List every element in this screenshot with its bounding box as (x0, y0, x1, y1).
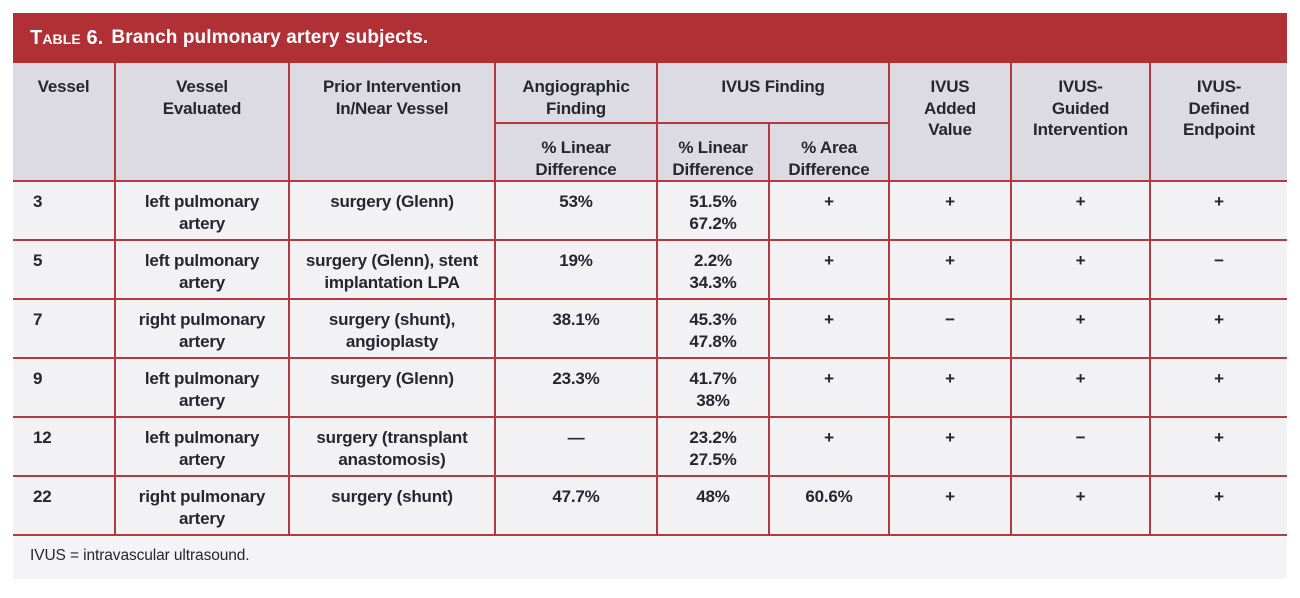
cell-ivus-linear: 23.2% 27.5% (656, 416, 770, 477)
cell-ivus-endpoint: + (1149, 298, 1287, 359)
cell-vessel: 22 (13, 475, 116, 536)
cell-ivus-guided: + (1010, 180, 1151, 241)
cell-ivus-added-value: + (888, 475, 1012, 536)
table-6-card: Table 6. Branch pulmonary artery subject… (13, 13, 1287, 579)
cell-ivus-area: + (768, 298, 890, 359)
subheader-ivus-linear-difference: % Linear Difference (656, 122, 770, 182)
cell-vessel-evaluated: left pulmonary artery (114, 357, 290, 418)
table-footnote: IVUS = intravascular ultrasound. (13, 536, 1287, 579)
cell-ivus-linear: 45.3% 47.8% (656, 298, 770, 359)
cell-ivus-added-value: + (888, 416, 1012, 477)
header-prior-intervention: Prior Intervention In/Near Vessel (288, 63, 496, 182)
cell-vessel-evaluated: left pulmonary artery (114, 239, 290, 300)
cell-vessel: 7 (13, 298, 116, 359)
table-number: Table 6. (30, 26, 104, 49)
cell-ivus-guided: + (1010, 239, 1151, 300)
table-row-vessel-3: 3 left pulmonary artery surgery (Glenn) … (13, 180, 1287, 241)
cell-angiographic-linear: 47.7% (494, 475, 658, 536)
cell-angiographic-linear: 19% (494, 239, 658, 300)
cell-angiographic-linear: 23.3% (494, 357, 658, 418)
cell-vessel-evaluated: right pulmonary artery (114, 475, 290, 536)
cell-angiographic-linear: 53% (494, 180, 658, 241)
cell-angiographic-linear: — (494, 416, 658, 477)
cell-prior-intervention: surgery (Glenn) (288, 357, 496, 418)
header-vessel: Vessel (13, 63, 116, 182)
cell-ivus-endpoint: + (1149, 180, 1287, 241)
header-ivus-finding: IVUS Finding (656, 63, 890, 124)
cell-ivus-guided: + (1010, 475, 1151, 536)
cell-vessel: 9 (13, 357, 116, 418)
cell-ivus-endpoint: − (1149, 239, 1287, 300)
cell-ivus-endpoint: + (1149, 357, 1287, 418)
cell-ivus-area: + (768, 239, 890, 300)
table-row-vessel-5: 5 left pulmonary artery surgery (Glenn),… (13, 239, 1287, 300)
cell-ivus-guided: − (1010, 416, 1151, 477)
header-ivus-defined-endpoint: IVUS- Defined Endpoint (1149, 63, 1287, 182)
cell-ivus-linear: 41.7% 38% (656, 357, 770, 418)
cell-prior-intervention: surgery (Glenn) (288, 180, 496, 241)
cell-ivus-added-value: + (888, 180, 1012, 241)
cell-ivus-linear: 2.2% 34.3% (656, 239, 770, 300)
table-caption: Branch pulmonary artery subjects. (111, 27, 429, 48)
header-vessel-evaluated: Vessel Evaluated (114, 63, 290, 182)
cell-ivus-area: + (768, 357, 890, 418)
table-row-vessel-7: 7 right pulmonary artery surgery (shunt)… (13, 298, 1287, 359)
header-ivus-guided-intervention: IVUS- Guided Intervention (1010, 63, 1151, 182)
cell-ivus-added-value: − (888, 298, 1012, 359)
cell-angiographic-linear: 38.1% (494, 298, 658, 359)
branch-pulmonary-artery-table: Vessel Vessel Evaluated Prior Interventi… (13, 63, 1287, 536)
table-title-bar: Table 6. Branch pulmonary artery subject… (13, 13, 1287, 63)
cell-ivus-area: 60.6% (768, 475, 890, 536)
table-row-vessel-9: 9 left pulmonary artery surgery (Glenn) … (13, 357, 1287, 418)
cell-ivus-area: + (768, 180, 890, 241)
cell-prior-intervention: surgery (shunt) (288, 475, 496, 536)
header-ivus-added-value: IVUS Added Value (888, 63, 1012, 182)
cell-ivus-linear: 51.5% 67.2% (656, 180, 770, 241)
cell-ivus-guided: + (1010, 357, 1151, 418)
cell-vessel-evaluated: right pulmonary artery (114, 298, 290, 359)
cell-vessel: 12 (13, 416, 116, 477)
cell-ivus-area: + (768, 416, 890, 477)
cell-prior-intervention: surgery (shunt), angioplasty (288, 298, 496, 359)
subheader-ivus-area-difference: % Area Difference (768, 122, 890, 182)
cell-vessel: 5 (13, 239, 116, 300)
cell-ivus-guided: + (1010, 298, 1151, 359)
header-angiographic-finding: Angiographic Finding (494, 63, 658, 124)
cell-ivus-endpoint: + (1149, 475, 1287, 536)
cell-ivus-endpoint: + (1149, 416, 1287, 477)
table-row-vessel-12: 12 left pulmonary artery surgery (transp… (13, 416, 1287, 477)
cell-ivus-added-value: + (888, 357, 1012, 418)
cell-prior-intervention: surgery (transplant anastomosis) (288, 416, 496, 477)
cell-vessel-evaluated: left pulmonary artery (114, 180, 290, 241)
cell-vessel: 3 (13, 180, 116, 241)
table-row-vessel-22: 22 right pulmonary artery surgery (shunt… (13, 475, 1287, 536)
cell-prior-intervention: surgery (Glenn), stent implantation LPA (288, 239, 496, 300)
cell-ivus-added-value: + (888, 239, 1012, 300)
subheader-angiographic-linear-difference: % Linear Difference (494, 122, 658, 182)
cell-vessel-evaluated: left pulmonary artery (114, 416, 290, 477)
cell-ivus-linear: 48% (656, 475, 770, 536)
